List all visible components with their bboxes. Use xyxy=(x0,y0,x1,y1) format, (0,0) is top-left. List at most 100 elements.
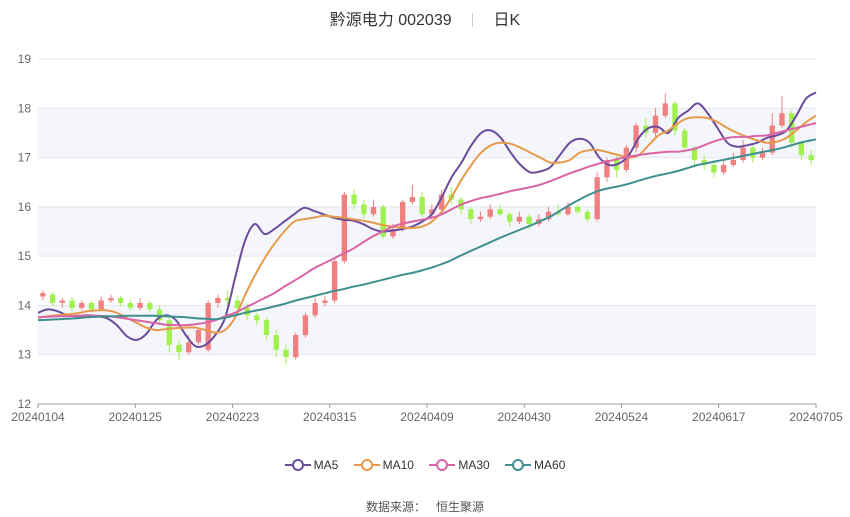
candle-body xyxy=(565,206,571,215)
candle-body xyxy=(370,206,377,215)
candle-body xyxy=(438,194,445,210)
legend-label-ma10: MA10 xyxy=(382,458,414,472)
y-tick-label: 15 xyxy=(18,249,32,263)
candle-body xyxy=(380,206,386,237)
candle-body xyxy=(555,211,561,215)
y-tick-label: 12 xyxy=(18,397,32,411)
candle-body xyxy=(808,155,814,161)
candle-body xyxy=(156,309,163,321)
x-tick-label: 20240430 xyxy=(498,410,552,424)
legend-item-ma10[interactable]: MA10 xyxy=(353,458,414,472)
candle-body xyxy=(293,335,299,358)
candle-body xyxy=(798,142,805,156)
candle-body xyxy=(720,164,727,173)
legend: MA5 MA10 MA30 MA60 xyxy=(0,458,850,472)
candle-body xyxy=(147,302,153,310)
candle-body xyxy=(390,229,396,237)
candle-body xyxy=(312,302,318,316)
candle-body xyxy=(419,197,425,215)
candle-body xyxy=(273,335,279,350)
y-tick-label: 13 xyxy=(18,348,32,362)
candle-body xyxy=(49,294,56,303)
source-name: 恒生聚源 xyxy=(436,500,485,514)
legend-label-ma30: MA30 xyxy=(458,458,490,472)
candle-body xyxy=(526,216,532,225)
candle-body xyxy=(205,302,211,350)
legend-item-ma5[interactable]: MA5 xyxy=(284,458,339,472)
candle-body xyxy=(779,113,785,126)
candle-body xyxy=(691,147,698,161)
x-tick-label: 20240524 xyxy=(595,410,649,424)
candle-body xyxy=(59,300,65,303)
candle-body xyxy=(409,197,416,202)
candle-body xyxy=(98,300,104,310)
candle-body xyxy=(477,216,484,220)
candle-body xyxy=(322,300,328,303)
legend-marker-ma30 xyxy=(429,459,456,471)
candle-body xyxy=(224,298,231,301)
candle-body xyxy=(400,201,406,230)
candle-body xyxy=(740,147,746,161)
candle-body xyxy=(584,211,591,220)
candle-body xyxy=(662,103,668,116)
legend-label-ma5: MA5 xyxy=(313,458,339,472)
candle-body xyxy=(789,113,795,143)
candle-body xyxy=(769,125,775,153)
candle-body xyxy=(633,125,639,148)
candle-body xyxy=(69,300,75,308)
candle-body xyxy=(351,194,357,205)
candle-body xyxy=(730,160,737,165)
candle-body xyxy=(361,204,367,215)
legend-item-ma30[interactable]: MA30 xyxy=(429,458,490,472)
candle-body xyxy=(497,209,503,215)
x-tick-label: 20240617 xyxy=(692,410,746,424)
candle-body xyxy=(594,177,600,220)
series-line-ma30 xyxy=(37,122,817,327)
legend-label-ma60: MA60 xyxy=(534,458,566,472)
x-tick-label: 20240315 xyxy=(303,410,357,424)
grid-band xyxy=(38,206,816,257)
legend-marker-ma60 xyxy=(505,459,532,471)
candle-body xyxy=(672,103,678,131)
source-label: 数据来源： xyxy=(365,500,426,514)
candle-body xyxy=(331,261,338,301)
series-line-ma60 xyxy=(37,138,817,322)
candle-body xyxy=(117,298,124,303)
data-source: 数据来源： 恒生聚源 xyxy=(0,498,850,515)
x-tick-label: 20240409 xyxy=(400,410,454,424)
candle-body xyxy=(137,302,143,308)
candle-body xyxy=(759,152,766,158)
y-tick-label: 18 xyxy=(18,101,32,115)
candle-body xyxy=(750,147,756,158)
candle-body xyxy=(604,160,610,178)
candle-body xyxy=(40,293,46,297)
period-label: 日K xyxy=(493,12,521,29)
candle-body xyxy=(127,302,134,308)
candle-body xyxy=(487,209,493,217)
y-tick-label: 19 xyxy=(18,52,32,66)
candle-body xyxy=(263,320,270,335)
candle-body xyxy=(302,315,309,335)
candle-body xyxy=(506,214,513,222)
candle-body xyxy=(234,300,241,308)
candle-body xyxy=(682,130,688,148)
legend-item-ma60[interactable]: MA60 xyxy=(505,458,565,472)
y-tick-label: 16 xyxy=(18,200,32,214)
candle-body xyxy=(176,344,182,353)
x-tick-label: 20240705 xyxy=(789,410,843,424)
candle-body xyxy=(468,209,474,220)
candle-body xyxy=(341,194,348,262)
candle-body xyxy=(108,298,114,301)
candle-body xyxy=(516,216,523,222)
candle-body xyxy=(88,302,95,310)
candle-body xyxy=(701,160,707,165)
candle-body xyxy=(545,211,552,220)
candle-body xyxy=(195,330,202,343)
candle-body xyxy=(254,315,260,321)
x-tick-label: 20240223 xyxy=(206,410,260,424)
title-divider xyxy=(472,13,474,27)
candle-body xyxy=(575,206,581,212)
legend-marker-ma10 xyxy=(353,459,380,471)
chart-title: 黔源电力 002039 xyxy=(329,12,452,29)
